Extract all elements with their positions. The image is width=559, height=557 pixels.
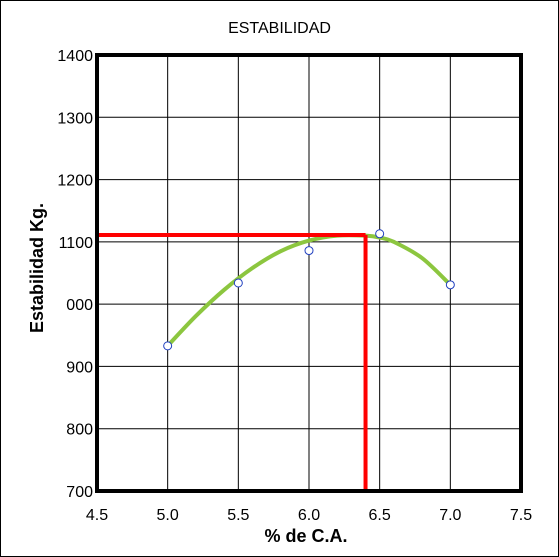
- y-axis-title: Estabilidad Kg.: [27, 203, 47, 333]
- y-tick-label: 800: [66, 422, 93, 439]
- y-tick-label: 1200: [57, 173, 93, 190]
- y-tick-label: 1100: [59, 235, 94, 252]
- x-tick-label: 7.0: [439, 507, 461, 524]
- plot-area-border: [95, 53, 523, 493]
- data-points: [163, 229, 455, 351]
- curve-layer: [165, 233, 453, 348]
- x-tick-label: 5.5: [227, 507, 249, 524]
- y-tick-label: 000: [66, 297, 93, 314]
- data-point: [375, 229, 385, 239]
- trend-curve: [165, 233, 453, 348]
- data-point: [304, 246, 314, 256]
- x-axis-title: % de C.A.: [264, 526, 347, 546]
- x-tick-label: 5.0: [157, 507, 179, 524]
- chart-title: ESTABILIDAD: [228, 20, 331, 37]
- data-point: [233, 278, 243, 288]
- data-point: [445, 280, 455, 290]
- x-tick-label: 7.5: [510, 507, 532, 524]
- reference-lines: [97, 233, 368, 491]
- y-tick-label: 700: [66, 484, 93, 501]
- y-tick-label: 1300: [57, 110, 93, 127]
- data-point: [163, 341, 173, 351]
- tick-labels: 4.5 5.0 5.5 6.0 6.5 7.0 7.5 700 800 900 000 1100 120…: [57, 48, 532, 524]
- y-tick-label: 1400: [57, 48, 93, 65]
- y-tick-label: 900: [66, 359, 93, 376]
- x-tick-label: 6.0: [298, 507, 320, 524]
- grid-layer: [97, 55, 521, 491]
- x-tick-label: 4.5: [86, 507, 108, 524]
- x-tick-label: 6.5: [369, 507, 391, 524]
